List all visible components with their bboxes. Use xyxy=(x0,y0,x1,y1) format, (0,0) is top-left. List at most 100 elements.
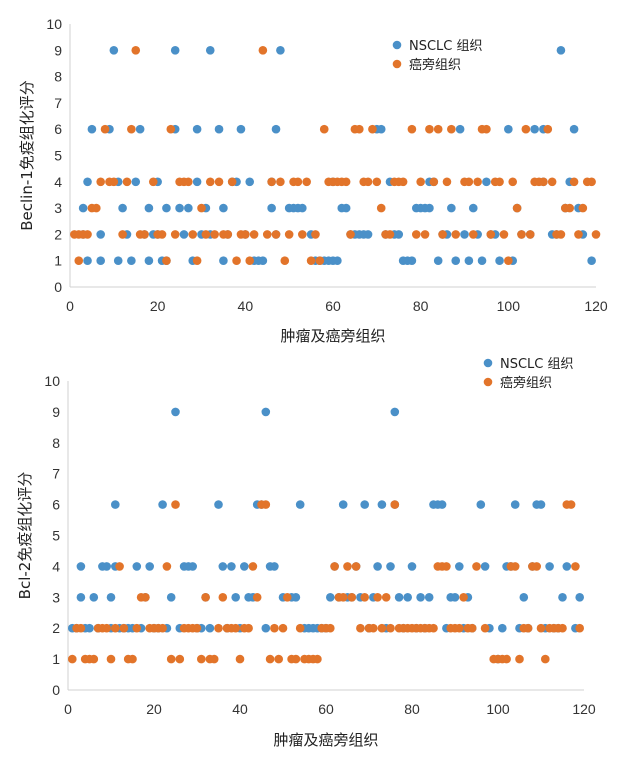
para-point xyxy=(171,500,180,509)
y-tick-label: 0 xyxy=(52,682,60,698)
x-tick-label: 80 xyxy=(413,298,429,314)
nsclc-point xyxy=(145,562,154,571)
para-point xyxy=(547,177,557,187)
nsclc-point xyxy=(96,256,105,266)
para-point xyxy=(258,46,268,55)
nsclc-point xyxy=(464,256,474,266)
para-point xyxy=(521,124,531,134)
x-tick-label: 120 xyxy=(572,701,596,717)
nsclc-point xyxy=(575,593,584,602)
x-axis-title: 肿瘤及癌旁组织 xyxy=(280,327,385,345)
nsclc-point xyxy=(87,124,97,134)
nsclc-point xyxy=(498,623,507,633)
para-point xyxy=(271,230,281,239)
para-point xyxy=(109,177,119,187)
para-point xyxy=(276,177,285,187)
para-point xyxy=(96,177,105,187)
x-tick-label: 60 xyxy=(325,298,341,314)
nsclc-point xyxy=(184,203,193,213)
nsclc-point xyxy=(363,230,373,239)
y-tick-label: 7 xyxy=(52,466,60,482)
para-point xyxy=(319,124,329,134)
y-tick-label: 8 xyxy=(52,435,60,451)
para-point xyxy=(482,124,491,134)
nsclc-point xyxy=(333,256,342,266)
nsclc-point xyxy=(261,623,271,633)
para-point xyxy=(157,230,167,239)
nsclc-point xyxy=(271,124,281,134)
para-point xyxy=(558,623,567,633)
para-point xyxy=(574,230,583,239)
nsclc-point xyxy=(556,46,566,55)
legend-label: NSCLC 组织 xyxy=(409,39,483,54)
para-point xyxy=(106,654,116,664)
nsclc-point xyxy=(291,593,301,602)
x-tick-label: 120 xyxy=(584,298,608,314)
x-tick-label: 60 xyxy=(318,701,334,717)
para-point xyxy=(118,230,127,239)
para-point xyxy=(381,593,391,602)
nsclc-point xyxy=(267,203,276,213)
para-point xyxy=(201,593,210,602)
nsclc-point xyxy=(562,562,572,571)
nsclc-point xyxy=(83,177,92,187)
para-point xyxy=(291,654,301,664)
nsclc-point xyxy=(407,562,417,571)
para-point xyxy=(175,654,185,664)
para-point xyxy=(515,654,524,664)
para-point xyxy=(398,177,408,187)
para-point xyxy=(517,230,526,239)
nsclc-point xyxy=(510,500,520,509)
para-point xyxy=(473,177,482,187)
para-point xyxy=(298,230,307,239)
nsclc-point xyxy=(111,500,120,509)
para-point xyxy=(302,177,312,187)
para-point xyxy=(341,177,351,187)
para-point xyxy=(128,654,137,664)
para-point xyxy=(372,177,382,187)
para-point xyxy=(278,623,288,633)
para-point xyxy=(209,654,219,664)
nsclc-point xyxy=(76,593,86,602)
para-point xyxy=(227,177,237,187)
nsclc-point xyxy=(144,203,154,213)
para-point xyxy=(248,562,258,571)
nsclc-point xyxy=(558,593,567,602)
x-tick-label: 40 xyxy=(232,701,248,717)
nsclc-point xyxy=(394,593,404,602)
para-point xyxy=(486,230,496,239)
nsclc-point xyxy=(425,203,434,213)
para-point xyxy=(575,623,584,633)
nsclc-point xyxy=(450,593,460,602)
para-point xyxy=(346,230,355,239)
para-point xyxy=(480,623,490,633)
para-point xyxy=(315,256,325,266)
nsclc-point xyxy=(276,46,285,55)
nsclc-point xyxy=(205,46,215,55)
para-point xyxy=(241,230,250,239)
nsclc-point xyxy=(96,230,105,239)
para-point xyxy=(532,562,541,571)
legend-marker xyxy=(392,59,402,69)
para-point xyxy=(351,562,361,571)
para-point xyxy=(166,124,176,134)
para-point xyxy=(369,623,378,633)
nsclc-point xyxy=(158,500,167,509)
para-point xyxy=(565,203,574,213)
nsclc-point xyxy=(482,177,491,187)
para-point xyxy=(472,562,481,571)
para-point xyxy=(295,623,305,633)
para-point xyxy=(102,623,111,633)
para-point xyxy=(536,623,546,633)
y-tick-label: 2 xyxy=(54,226,62,242)
para-point xyxy=(556,230,566,239)
nsclc-point xyxy=(179,230,189,239)
para-point xyxy=(376,203,386,213)
para-point xyxy=(184,177,193,187)
x-tick-label: 0 xyxy=(66,298,74,314)
y-tick-label: 10 xyxy=(44,373,60,389)
para-point xyxy=(119,623,129,633)
para-point xyxy=(343,562,352,571)
